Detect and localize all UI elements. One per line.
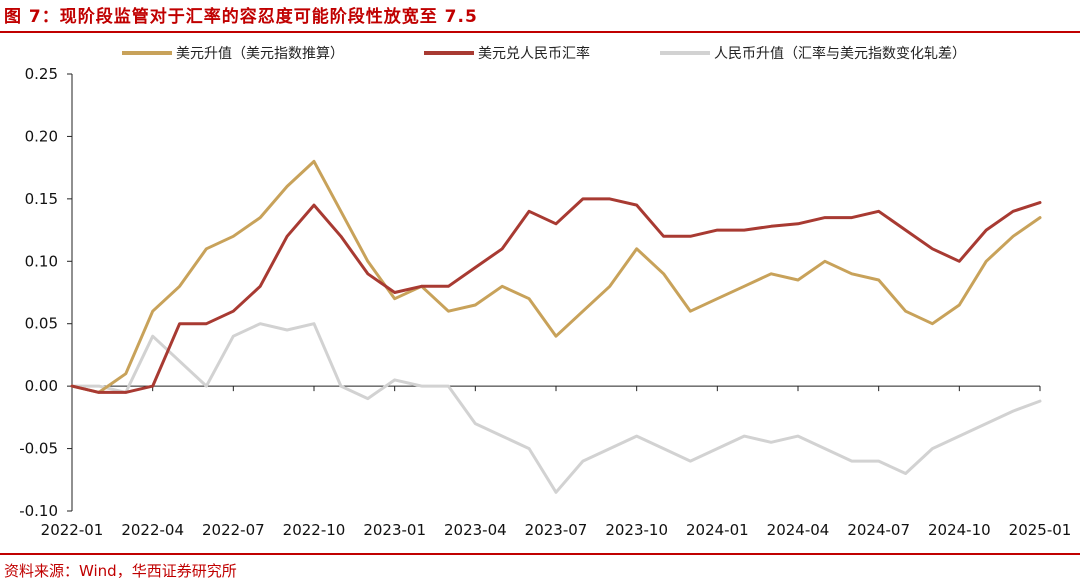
x-tick-label: 2023-01: [363, 521, 426, 539]
figure-title: 图 7：现阶段监管对于汇率的容忍度可能阶段性放宽至 7.5: [4, 7, 478, 27]
legend-item-usd-index: 美元升值（美元指数推算）: [122, 46, 344, 62]
x-tick-label: 2024-07: [847, 521, 910, 539]
legend-item-cny: 人民币升值（汇率与美元指数变化轧差）: [660, 45, 966, 62]
source-note: 资料来源：Wind，华西证券研究所: [4, 562, 237, 580]
legend-label-cny: 人民币升值（汇率与美元指数变化轧差）: [714, 45, 966, 62]
x-tick-label: 2022-01: [41, 521, 104, 539]
legend-label-usd-cny: 美元兑人民币汇率: [478, 45, 590, 62]
x-tick-label: 2023-04: [444, 521, 507, 539]
x-tick-label: 2025-01: [1009, 521, 1072, 539]
y-tick-label: 0.05: [25, 315, 58, 333]
y-tick-label: 0.10: [25, 252, 58, 270]
x-tick-label: 2022-04: [121, 521, 184, 539]
title-rule: [0, 31, 1080, 33]
y-tick-label: -0.10: [19, 502, 58, 520]
x-tick-label: 2023-07: [525, 521, 588, 539]
x-tick-label: 2024-01: [686, 521, 749, 539]
x-tick-label: 2024-10: [928, 521, 991, 539]
y-tick-label: 0.20: [25, 127, 58, 145]
source-rule: [0, 553, 1080, 555]
legend: 美元升值（美元指数推算） 美元兑人民币汇率 人民币升值（汇率与美元指数变化轧差）: [122, 45, 966, 62]
x-tick-label: 2024-04: [767, 521, 830, 539]
x-tick-label: 2022-10: [283, 521, 346, 539]
y-axis: 0.25 0.20 0.15 0.10 0.05 0.00 -0.05 -0.10: [19, 65, 73, 520]
y-tick-label: 0.25: [25, 65, 58, 83]
y-tick-label: -0.05: [19, 440, 58, 458]
line-chart: 美元升值（美元指数推算） 美元兑人民币汇率 人民币升值（汇率与美元指数变化轧差）…: [19, 45, 1072, 539]
legend-item-usd-cny: 美元兑人民币汇率: [424, 45, 590, 62]
x-axis: 2022-01 2022-04 2022-07 2022-10 2023-01 2023-…: [41, 385, 1072, 539]
legend-label-usd-index: 美元升值（美元指数推算）: [176, 46, 344, 62]
series-line-usd-cny: [70, 197, 1042, 394]
y-tick-label: 0.00: [25, 377, 58, 395]
x-tick-label: 2022-07: [202, 521, 265, 539]
series-line-usd-index: [70, 159, 1042, 394]
series-line-cny: [70, 322, 1042, 494]
plot-series: [70, 159, 1042, 494]
x-tick-label: 2023-10: [605, 521, 668, 539]
y-tick-label: 0.15: [25, 190, 58, 208]
